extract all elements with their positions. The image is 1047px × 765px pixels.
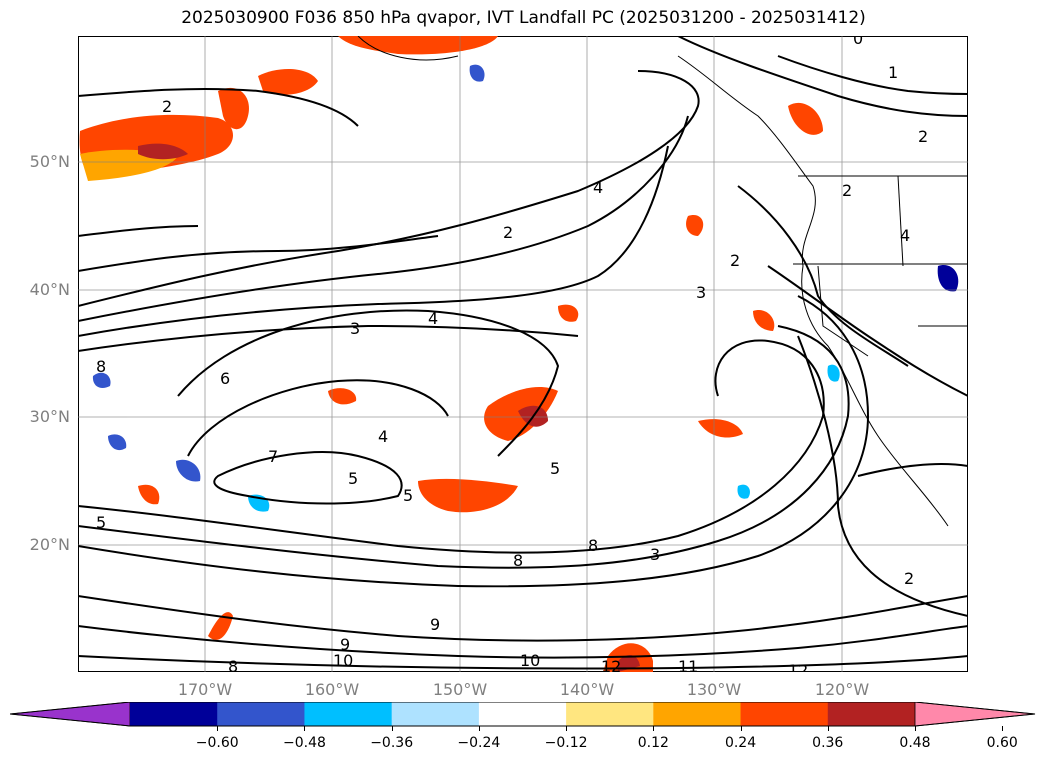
contour-label: 3	[696, 283, 706, 302]
contour-label: 2	[842, 181, 852, 200]
contour-label: 8	[96, 357, 106, 376]
contour-label: 4	[593, 178, 603, 197]
contour-label: 10	[520, 651, 540, 670]
colorbar-extend-low	[10, 702, 131, 727]
contour-label: 10	[333, 651, 353, 670]
map-area: 0 1 2 2 2 2 2 2 3 3 3 4 4 4 4 5 5 5 5 6 …	[78, 36, 968, 672]
contour-label: 1	[888, 63, 898, 82]
contour-label: 3	[650, 545, 660, 564]
colorbar-tick-mark	[1002, 726, 1004, 731]
colorbar-tick-label: −0.36	[370, 735, 414, 751]
contour-label: 2	[503, 223, 513, 242]
colorbar-bin	[391, 702, 480, 726]
contour-label: 6	[220, 369, 230, 388]
contour-label: 2	[904, 569, 914, 588]
colorbar-bin	[653, 702, 742, 726]
contour-label: 2	[918, 127, 928, 146]
colorbar-tick-label: 0.12	[637, 735, 669, 751]
lat-label: 40°N	[29, 280, 70, 299]
contour-label: 8	[513, 551, 523, 570]
contour-label: 12	[788, 661, 808, 672]
colorbar-bin	[304, 702, 393, 726]
lat-label: 50°N	[29, 152, 70, 171]
positive-anomaly-shading	[79, 36, 823, 672]
colorbar-bin	[217, 702, 305, 726]
contour-label: 2	[162, 97, 172, 116]
colorbar-tick-label: 0.36	[812, 735, 844, 751]
contour-label: 9	[430, 615, 440, 634]
contour-label: 11	[678, 657, 698, 672]
lon-label: 170°W	[177, 680, 233, 699]
contour-label: 8	[588, 536, 598, 555]
contour-label: 12	[601, 657, 621, 672]
negative-anomaly-shading	[92, 64, 959, 512]
contour-label: 5	[348, 469, 358, 488]
colorbar-tick-label: −0.24	[457, 735, 501, 751]
coastlines	[357, 36, 968, 527]
colorbar-tick-label: 0.24	[724, 735, 757, 751]
colorbar-tick-mark	[391, 726, 393, 731]
lat-label: 20°N	[29, 535, 70, 554]
contour-label: 9	[340, 635, 350, 654]
contour-label: 5	[403, 486, 413, 505]
colorbar-bin	[130, 702, 218, 726]
chart-title: 2025030900 F036 850 hPa qvapor, IVT Land…	[181, 8, 866, 28]
contour-labels: 0 1 2 2 2 2 2 2 3 3 3 4 4 4 4 5 5 5 5 6 …	[96, 36, 928, 672]
colorbar-tick-label: −0.12	[544, 735, 588, 751]
contour-label: 4	[900, 226, 910, 245]
ivt-contours	[78, 36, 968, 670]
colorbar-tick-label: −0.48	[282, 735, 326, 751]
colorbar-extend-high	[914, 702, 1036, 727]
colorbar-tick-mark	[304, 726, 306, 731]
colorbar-tick-label: 0.48	[899, 735, 931, 751]
colorbar-bin	[478, 702, 567, 726]
lon-label: 150°W	[432, 680, 488, 699]
colorbar-tick-mark	[217, 726, 219, 731]
contour-label: 0	[853, 36, 863, 48]
contour-label: 8	[228, 657, 238, 672]
colorbar-outline	[10, 702, 1036, 727]
lon-label: 130°W	[686, 680, 742, 699]
colorbar-bin	[740, 702, 829, 726]
colorbar-tick-label: 0.60	[986, 735, 1018, 751]
contour-label: 4	[378, 427, 388, 446]
contour-label: 3	[350, 319, 360, 338]
lon-label: 160°W	[304, 680, 360, 699]
contour-label: 5	[550, 459, 560, 478]
contour-label: 4	[428, 309, 438, 328]
contour-label: 7	[268, 447, 278, 466]
colorbar-bin	[566, 702, 654, 726]
colorbar-bin	[827, 702, 916, 726]
colorbar-tick-mark	[478, 726, 480, 731]
colorbar-tick-label: −0.60	[195, 735, 239, 751]
lat-label: 30°N	[29, 407, 70, 426]
lon-label: 140°W	[559, 680, 615, 699]
contour-label: 5	[96, 513, 106, 532]
colorbar-tick-mark	[653, 726, 655, 731]
colorbar	[10, 702, 1036, 727]
colorbar-tick-mark	[566, 726, 568, 731]
colorbar-tick-mark	[740, 726, 742, 731]
lon-label: 120°W	[814, 680, 870, 699]
contour-label: 2	[730, 251, 740, 270]
colorbar-tick-mark	[827, 726, 829, 731]
colorbar-tick-mark	[915, 726, 916, 731]
